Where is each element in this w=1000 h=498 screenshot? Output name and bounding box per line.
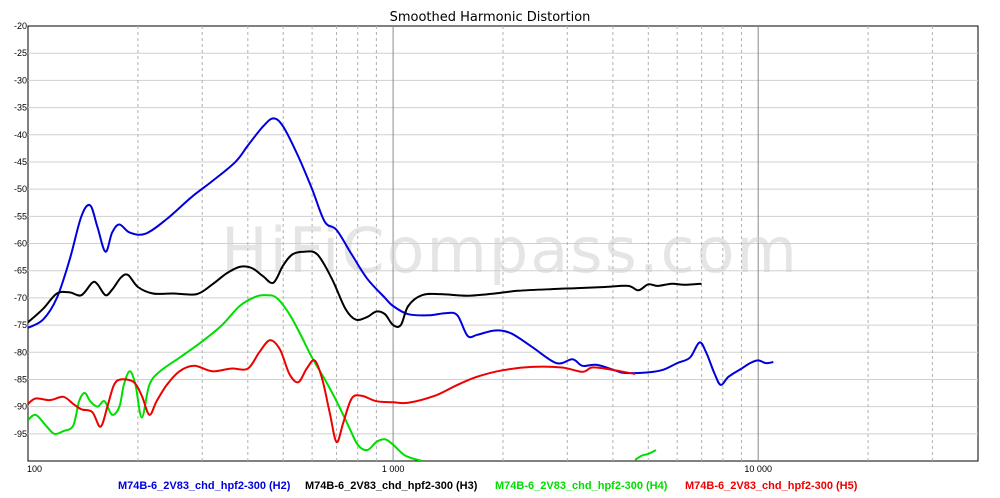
legend-entry: M74B-6_2V83_chd_hpf2-300 (H2)	[118, 480, 291, 492]
legend: M74B-6_2V83_chd_hpf2-300 (H2) M74B-6_2V83…	[118, 480, 858, 492]
series-lines	[28, 117, 774, 461]
legend-entry: M74B-6_2V83_chd_hpf2-300 (H5)	[685, 480, 858, 492]
legend-entry: M74B-6_2V83_chd_hpf2-300 (H3)	[305, 480, 478, 492]
y-tick-label: -30	[14, 75, 27, 85]
series-line	[28, 250, 702, 328]
series-line	[28, 117, 774, 386]
y-tick-label: -60	[14, 239, 27, 249]
y-tick-label: -20	[14, 21, 27, 31]
y-tick-label: -55	[14, 211, 27, 221]
x-tick-label: 100	[27, 464, 42, 474]
grid-lines	[28, 26, 978, 461]
watermark-text: HiFiCompass.com	[221, 214, 799, 287]
y-tick-label: -50	[14, 184, 27, 194]
y-tick-label: -45	[14, 157, 27, 167]
legend-entry: M74B-6_2V83_chd_hpf2-300 (H4)	[495, 480, 668, 492]
y-tick-label: -25	[14, 48, 27, 58]
x-axis: 100 1 000 10 000	[27, 464, 772, 474]
y-axis: -20 -25 -30 -35 -40 -45 -50 -55 -60 -65 -70 -75 -80 -…	[14, 21, 27, 439]
x-tick-label: 1 000	[382, 464, 405, 474]
y-tick-label: -95	[14, 429, 27, 439]
y-tick-label: -85	[14, 374, 27, 384]
y-tick-label: -70	[14, 293, 27, 303]
series-line	[634, 449, 657, 461]
y-tick-label: -35	[14, 103, 27, 113]
y-tick-label: -80	[14, 347, 27, 357]
y-tick-label: -65	[14, 266, 27, 276]
y-tick-label: -75	[14, 320, 27, 330]
x-tick-label: 10 000	[744, 464, 772, 474]
y-tick-label: -90	[14, 402, 27, 412]
chart-title: Smoothed Harmonic Distortion	[390, 10, 591, 25]
series-line	[28, 294, 423, 461]
series-line	[28, 339, 636, 444]
y-tick-label: -40	[14, 130, 27, 140]
